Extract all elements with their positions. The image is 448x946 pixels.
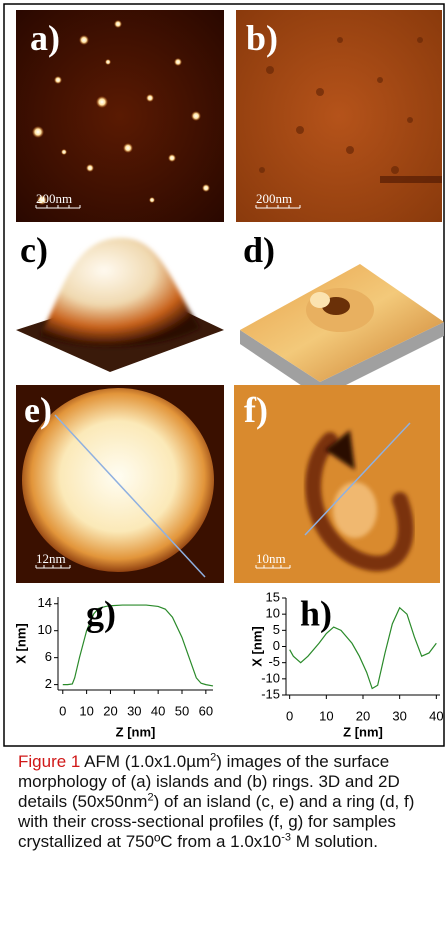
- y-tick-label: 2: [45, 676, 52, 691]
- y-tick-label: 5: [273, 622, 280, 637]
- panel-b: b) 200nm: [236, 10, 442, 222]
- x-tick-label: 0: [286, 708, 293, 723]
- panel-e: e) 12nm: [16, 385, 224, 583]
- panel-f: f) 10nm: [234, 385, 440, 583]
- x-tick-label: 10: [319, 708, 333, 723]
- panel-c: c): [16, 230, 224, 372]
- y-tick-label: 6: [45, 649, 52, 664]
- x-tick-label: 30: [127, 703, 141, 718]
- y-axis-label: X [nm]: [13, 623, 28, 663]
- x-tick-label: 20: [356, 708, 370, 723]
- panel-label: b): [246, 18, 278, 58]
- x-tick-label: 30: [392, 708, 406, 723]
- caption-text: AFM (1.0x1.0µm: [84, 752, 210, 771]
- chart-title: h): [300, 593, 332, 633]
- y-tick-label: -15: [261, 686, 280, 701]
- x-tick-label: 60: [199, 703, 213, 718]
- y-tick-label: 0: [273, 638, 280, 653]
- scale-label: 12nm: [36, 551, 66, 566]
- panel-label: d): [243, 230, 275, 270]
- chart-title: g): [86, 593, 116, 633]
- panel-label: e): [24, 390, 52, 430]
- y-tick-label: -10: [261, 670, 280, 685]
- panel-a: a) 200nm: [16, 10, 224, 222]
- x-tick-label: 0: [59, 703, 66, 718]
- caption-label: Figure 1: [18, 752, 80, 771]
- panel-d: d): [240, 230, 444, 398]
- page: a) 200nm b) 200nm c) d) e) 12nm: [0, 0, 448, 946]
- x-axis-label: Z [nm]: [343, 724, 383, 739]
- panel-label: f): [244, 390, 268, 430]
- y-tick-label: 10: [38, 622, 52, 637]
- caption-text: M solution.: [291, 832, 378, 851]
- x-axis-label: Z [nm]: [116, 724, 156, 739]
- x-tick-label: 20: [103, 703, 117, 718]
- y-tick-label: 10: [266, 606, 280, 621]
- panel-label: a): [30, 18, 60, 58]
- x-tick-label: 50: [175, 703, 189, 718]
- y-axis-label: X [nm]: [249, 626, 264, 666]
- scale-label: 200nm: [36, 191, 72, 206]
- y-tick-label: 15: [266, 589, 280, 604]
- superscript: -3: [281, 831, 291, 843]
- x-tick-label: 10: [79, 703, 93, 718]
- caption: Figure 1 AFM (1.0x1.0µm2) images of the …: [18, 752, 432, 852]
- x-tick-label: 40: [429, 708, 443, 723]
- scale-label: 200nm: [256, 191, 292, 206]
- x-tick-label: 40: [151, 703, 165, 718]
- panel-label: c): [20, 230, 48, 270]
- y-tick-label: 14: [38, 595, 52, 610]
- y-tick-label: -5: [268, 654, 280, 669]
- scale-label: 10nm: [256, 551, 286, 566]
